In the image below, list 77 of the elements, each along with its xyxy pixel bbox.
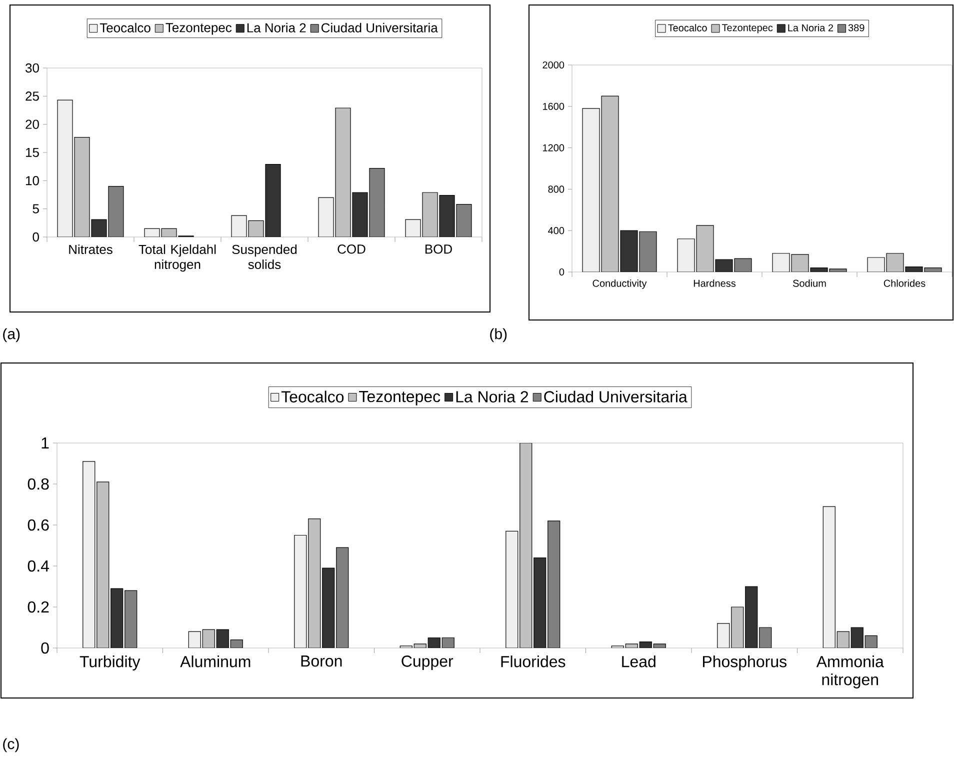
- bar: [110, 588, 124, 648]
- bar: [369, 168, 385, 237]
- legend-label: Tezontepec: [722, 24, 773, 34]
- x-tick-label: Chlorides: [884, 280, 926, 287]
- bar: [850, 627, 864, 648]
- y-tick-label: 2000: [542, 61, 564, 69]
- bar: [601, 96, 619, 272]
- legend-label: La Noria 2: [456, 390, 528, 402]
- legend-label: Tezontepec: [166, 23, 232, 35]
- y-tick-label: 10: [26, 176, 39, 186]
- y-tick-label: 15: [26, 148, 39, 158]
- y-tick-label: 25: [26, 92, 39, 101]
- y-tick-label: 0: [559, 268, 564, 276]
- bar: [188, 631, 201, 648]
- bar: [886, 253, 904, 272]
- x-tick-label: Hardness: [694, 280, 736, 287]
- bar: [216, 629, 229, 648]
- bar: [456, 204, 472, 237]
- bar: [108, 186, 124, 237]
- y-tick-label: 5: [32, 204, 39, 214]
- y-tick-label: 30: [26, 63, 39, 73]
- x-tick-label: Cupper: [402, 656, 454, 670]
- x-tick-label: Phosphorus: [703, 656, 786, 670]
- y-tick-label: 800: [548, 186, 564, 193]
- x-tick-label: Lead: [622, 656, 656, 668]
- y-tick-label: 0.2: [28, 601, 49, 613]
- bar: [506, 530, 518, 648]
- y-tick-label: 0.6: [28, 519, 49, 531]
- legend-label: Teocalco: [668, 24, 707, 32]
- x-tick-label: Sodium: [793, 280, 826, 287]
- bar: [745, 586, 758, 648]
- legend-label: Tezontepec: [359, 391, 440, 406]
- x-tick-label: BOD: [425, 244, 452, 254]
- bar: [696, 225, 714, 272]
- bar: [57, 100, 73, 237]
- bar: [124, 590, 138, 648]
- bar: [759, 627, 772, 648]
- x-tick-label: Nitrates: [69, 244, 112, 254]
- y-tick-label: 400: [548, 227, 564, 234]
- y-tick-label: 0.4: [28, 560, 50, 572]
- bar: [82, 461, 96, 648]
- legend-label: Ciudad Universitaria: [321, 22, 438, 32]
- bar: [534, 557, 546, 648]
- bar: [318, 197, 334, 237]
- bar: [548, 520, 560, 648]
- x-tick-label: COD: [338, 244, 366, 254]
- x-tick-label: Aluminum: [180, 656, 250, 668]
- x-tick-label: Total Kjeldahl nitrogen: [138, 244, 216, 272]
- bar: [791, 254, 809, 272]
- y-tick-label: 1600: [543, 102, 564, 110]
- bar: [822, 506, 836, 648]
- legend-label: La Noria 2: [788, 24, 834, 32]
- bar: [864, 635, 878, 648]
- text: (c): [3, 738, 19, 752]
- text: (b): [490, 328, 507, 342]
- x-tick-label: Suspended solids: [232, 244, 297, 270]
- y-tick-label: 20: [26, 120, 39, 129]
- legend-label: 389: [848, 24, 864, 32]
- x-tick-label: Fluorides: [501, 656, 566, 668]
- y-tick-label: 1: [42, 437, 49, 448]
- legend-label: La Noria 2: [247, 22, 306, 32]
- text: (a): [3, 328, 20, 342]
- bar: [717, 623, 730, 648]
- x-tick-label: Turbidity: [80, 656, 140, 670]
- bar: [294, 534, 307, 648]
- legend-label: Ciudad Universitaria: [544, 390, 688, 402]
- y-tick-label: 0: [41, 642, 49, 654]
- legend-label: Teocalco: [281, 390, 344, 402]
- y-tick-label: 1200: [543, 144, 564, 152]
- bar: [336, 547, 349, 648]
- x-tick-label: Conductivity: [592, 280, 647, 289]
- x-tick-label: Boron: [301, 656, 342, 667]
- legend-label: Teocalco: [100, 22, 150, 32]
- y-tick-label: 0: [32, 232, 39, 242]
- bar: [322, 568, 335, 648]
- y-tick-label: 0.8: [28, 478, 49, 490]
- x-tick-label: Ammonia nitrogen: [816, 656, 884, 688]
